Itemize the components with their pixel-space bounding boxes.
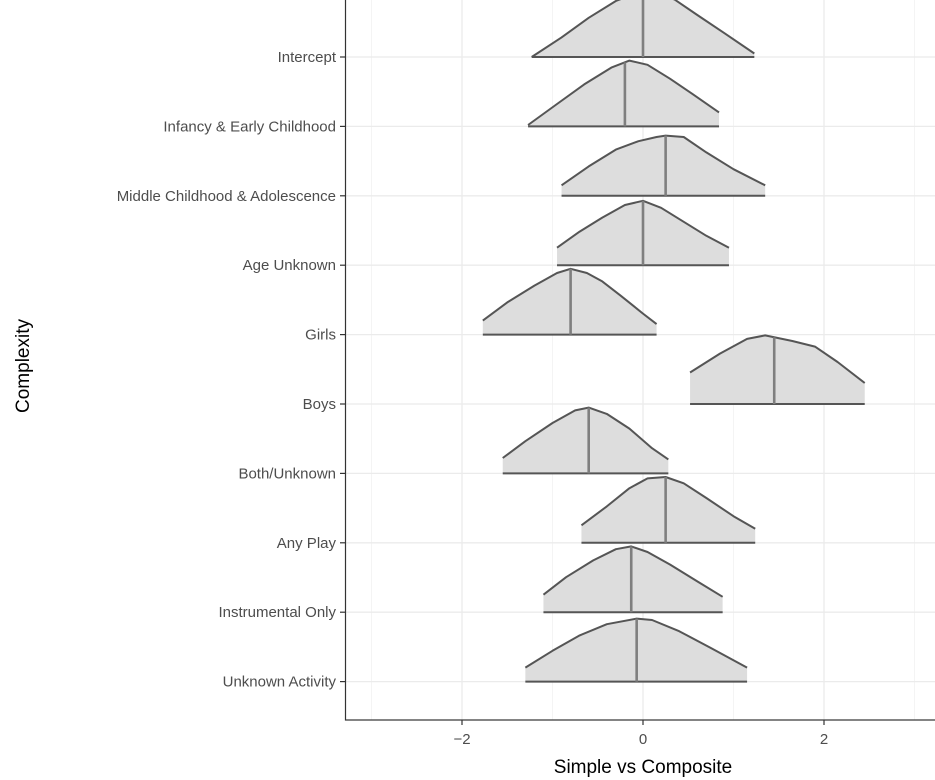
ridge-fill	[502, 407, 669, 474]
ridge-outline	[527, 59, 720, 126]
ridge-outline	[531, 0, 755, 58]
ridge-fill	[543, 546, 723, 613]
ridge-1	[531, 0, 755, 58]
y-tick-label: Infancy & Early Childhood	[163, 118, 336, 135]
x-tick-label: −2	[453, 731, 470, 748]
y-tick-label: Unknown Activity	[223, 674, 337, 691]
ridge-2	[527, 59, 720, 128]
ridge-3	[560, 134, 766, 197]
ridge-8	[580, 476, 756, 544]
y-tick-label: Girls	[305, 327, 336, 344]
x-tick-label: 0	[639, 731, 647, 748]
y-axis: Intercept Infancy & Early Childhood Middle…	[117, 49, 345, 691]
density-ridges	[482, 0, 866, 683]
ridge-7	[502, 406, 669, 475]
ridge-5	[482, 267, 658, 336]
ridge-4	[556, 199, 730, 267]
ridge-fill	[690, 335, 865, 404]
x-axis-title: Simple vs Composite	[554, 757, 732, 778]
panel-border	[344, 0, 935, 721]
ridge-9	[542, 545, 724, 614]
ridge-fill	[528, 60, 720, 127]
y-axis-title: Complexity	[13, 319, 34, 413]
ridge-fill	[581, 477, 756, 543]
y-tick-label: Instrumental Only	[218, 604, 336, 621]
ridge-outline	[560, 134, 766, 187]
ridge-fill	[561, 135, 766, 196]
ridge-10	[524, 617, 748, 683]
y-tick-label: Both/Unknown	[238, 465, 336, 482]
x-tick-label: 2	[820, 731, 828, 748]
ridge-outline	[689, 334, 866, 384]
ridge-6	[689, 334, 866, 405]
y-tick-label: Intercept	[278, 49, 337, 66]
y-tick-label: Any Play	[277, 535, 337, 552]
y-tick-label: Age Unknown	[243, 257, 336, 274]
y-tick-label: Middle Childhood & Adolescence	[117, 188, 336, 205]
x-axis: −2 0 2	[453, 720, 828, 748]
y-tick-label: Boys	[303, 396, 336, 413]
ridge-outline	[482, 267, 658, 325]
